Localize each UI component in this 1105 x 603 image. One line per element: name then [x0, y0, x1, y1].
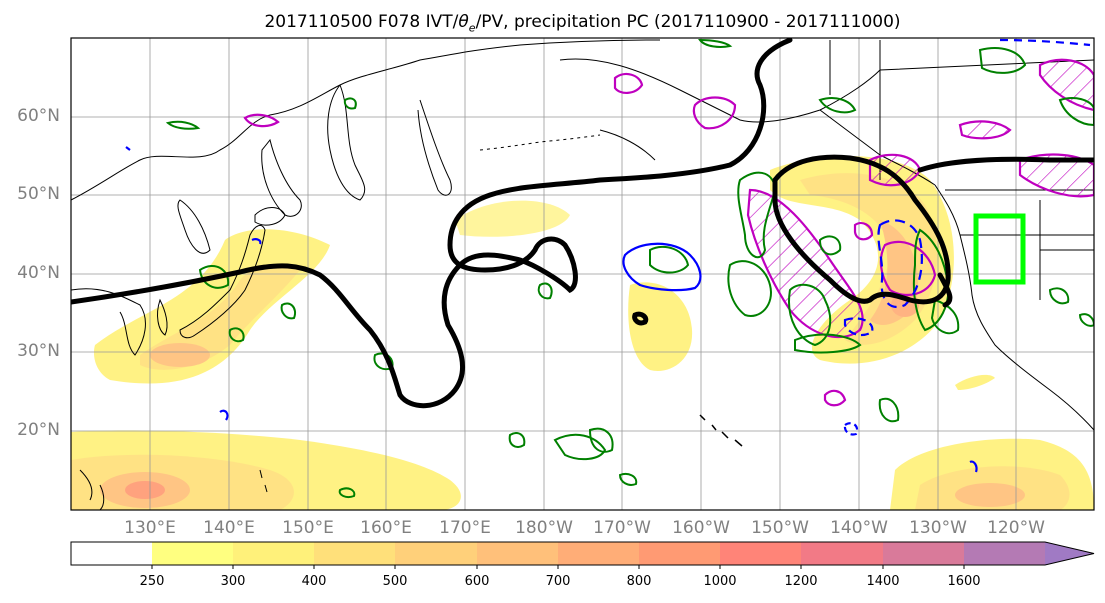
- colorbar-segment: [964, 542, 1045, 565]
- colorbar-tick-label: 1200: [784, 574, 818, 589]
- coastlines: [71, 39, 1094, 510]
- colorbar-segment: [233, 542, 314, 565]
- colorbar-segment: [314, 542, 395, 565]
- lon-label: 140°W: [830, 518, 888, 538]
- colorbar-tick-label: 300: [220, 574, 246, 589]
- colorbar-tick-label: 400: [301, 574, 327, 589]
- colorbar-tick-label: 600: [464, 574, 490, 589]
- title-theta-sub: e: [468, 21, 476, 35]
- theta-e-magenta-contours: [243, 58, 1094, 407]
- lon-label: 130°W: [909, 518, 967, 538]
- colorbar-tick-label: 1000: [703, 574, 737, 589]
- lon-label: 120°W: [987, 518, 1045, 538]
- title-theta: θ: [458, 12, 469, 32]
- lon-label: 160°E: [360, 518, 412, 538]
- lon-label: 180°W: [515, 518, 573, 538]
- colorbar-tick-label: 250: [139, 574, 165, 589]
- colorbar-extend-arrow: [1045, 542, 1094, 565]
- colorbar-segment: [801, 542, 883, 565]
- colorbar-segment: [477, 542, 558, 565]
- ivt-shading: [71, 156, 1094, 510]
- lat-label: 60°N: [17, 106, 60, 126]
- colorbar-segment: [883, 542, 964, 565]
- target-region-box: [973, 213, 1026, 285]
- map-border: [70, 37, 1095, 511]
- lon-label: 150°W: [751, 518, 809, 538]
- colorbar-segment: [720, 542, 801, 565]
- lon-label: 170°W: [593, 518, 651, 538]
- lon-label: 160°W: [672, 518, 730, 538]
- colorbar-segment: [639, 542, 720, 565]
- lon-label: 130°E: [124, 518, 176, 538]
- theta-e-green-contours: [165, 38, 1094, 499]
- colorbar-segment: [558, 542, 639, 565]
- lat-label: 30°N: [17, 341, 60, 361]
- lon-label: 150°E: [282, 518, 334, 538]
- colorbar-tick-label: 700: [545, 574, 571, 589]
- title-prefix: 2017110500 F078 IVT/: [264, 12, 459, 32]
- theta-e-blue-contours: [125, 38, 1091, 473]
- map-area: [71, 38, 1094, 510]
- colorbar-tick-label: 800: [626, 574, 652, 589]
- title-suffix: /PV, precipitation PC (2017110900 - 2017…: [475, 12, 901, 32]
- colorbar-tick-label: 1600: [947, 574, 981, 589]
- colorbar: [70, 541, 1095, 569]
- lat-label: 50°N: [17, 184, 60, 204]
- map-title: 2017110500 F078 IVT/θe/PV, precipitation…: [0, 12, 1105, 34]
- lat-label: 20°N: [17, 420, 60, 440]
- lon-label: 140°E: [203, 518, 255, 538]
- lon-label: 170°E: [439, 518, 491, 538]
- colorbar-outline: [70, 541, 1095, 566]
- pv-contours: [71, 38, 1094, 409]
- colorbar-tick-label: 1400: [866, 574, 900, 589]
- colorbar-segment: [152, 542, 233, 565]
- colorbar-segment: [395, 542, 477, 565]
- lat-label: 40°N: [17, 263, 60, 283]
- colorbar-segment: [71, 542, 152, 565]
- colorbar-tick-label: 500: [382, 574, 408, 589]
